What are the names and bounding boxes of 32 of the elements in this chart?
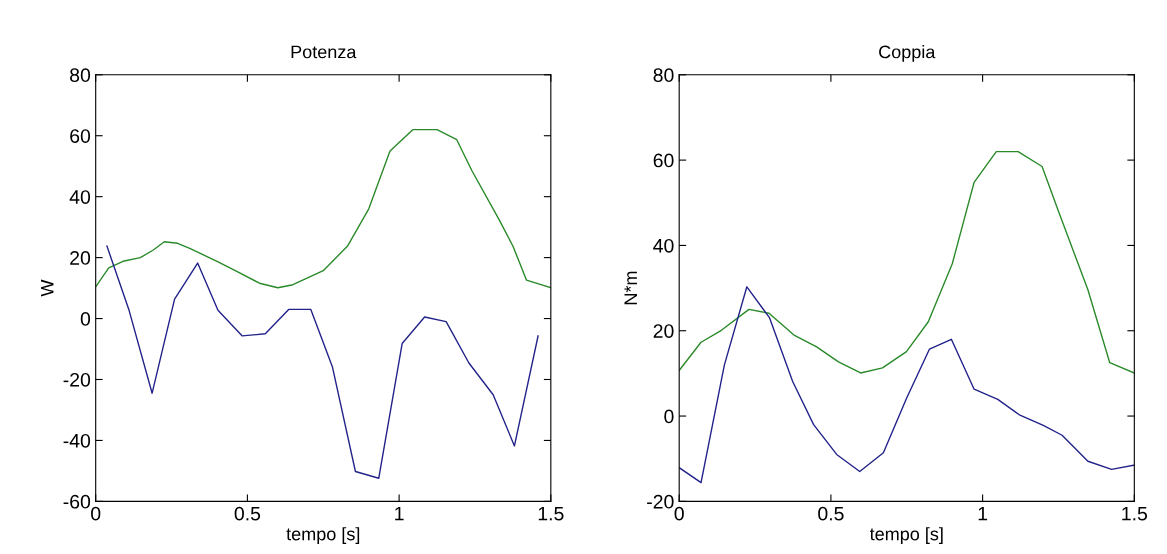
y-tick-label: -40	[63, 433, 91, 448]
chart-title: Potenza	[291, 45, 357, 59]
line-series	[95, 128, 551, 289]
line-series	[679, 150, 1135, 374]
x-tick-label: 0.5	[818, 506, 844, 521]
y-tick-label: -20	[647, 494, 674, 509]
y-tick-label: 20	[70, 251, 91, 265]
y-tick-label: 60	[653, 153, 674, 168]
x-tick-label: 0	[674, 506, 684, 521]
y-tick-label: 40	[653, 238, 674, 253]
y-tick-label: 80	[653, 68, 674, 83]
x-tick-label: 0	[91, 506, 101, 521]
y-tick-label: 20	[653, 324, 674, 338]
x-tick-label: 0.5	[234, 506, 261, 521]
y-tick-label: -20	[63, 372, 91, 387]
y-tick-label: 60	[70, 129, 91, 143]
x-axis-title: tempo [s]	[869, 527, 943, 544]
y-tick-label: -60	[63, 494, 91, 509]
x-axis-title: tempo [s]	[286, 527, 360, 544]
y-tick-label: 0	[664, 409, 674, 424]
x-tick-label: 1	[978, 506, 988, 521]
line-series	[106, 245, 539, 479]
y-axis-title: W	[41, 279, 54, 297]
y-tick-label: 40	[69, 190, 91, 204]
x-tick-label: 1.5	[1122, 506, 1148, 521]
x-tick-label: 1	[395, 506, 404, 521]
x-tick-label: 1.5	[538, 506, 564, 521]
y-tick-label: 0	[80, 312, 91, 326]
y-tick-label: 80	[70, 68, 91, 83]
y-axis-title: N*m	[624, 271, 637, 305]
chart-title: Coppia	[879, 45, 936, 62]
line-series	[679, 286, 1135, 484]
